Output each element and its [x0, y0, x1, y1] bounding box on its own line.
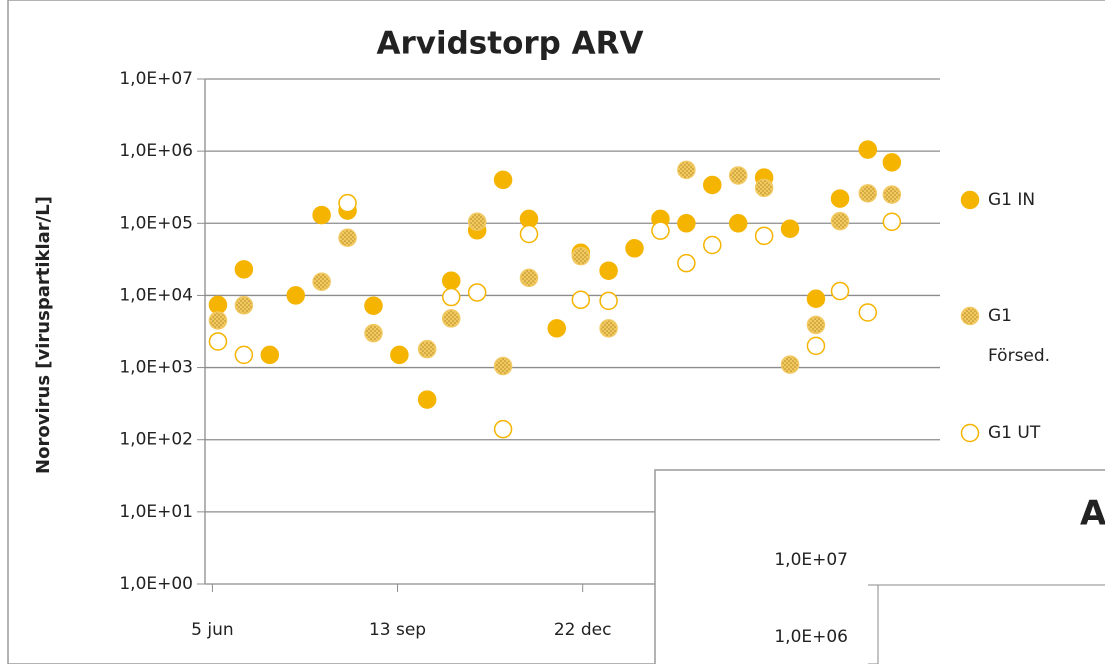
y-axis-label: Norovirus [viruspartiklar/L] — [33, 196, 54, 474]
point — [390, 345, 409, 365]
point — [728, 166, 748, 185]
legend-marker — [960, 423, 980, 443]
point — [806, 315, 826, 335]
point — [882, 153, 902, 172]
overlay-tick-label: 1,0E+07 — [774, 550, 848, 570]
point — [677, 160, 696, 180]
point — [338, 193, 357, 213]
point — [493, 419, 513, 439]
overlay-tick-label: 1,0E+06 — [774, 627, 848, 647]
point — [467, 212, 487, 232]
plot-area: 1,0E+00 1,0E+01 1,0E+02 1,0E+03 1,0E+04 1,0E+… — [119, 69, 940, 640]
point — [338, 228, 357, 248]
point — [208, 311, 228, 330]
overlay-frame — [654, 469, 1105, 664]
point — [312, 205, 331, 225]
point — [571, 246, 591, 266]
point — [858, 140, 878, 159]
point — [806, 289, 826, 308]
point — [806, 336, 826, 356]
point — [234, 260, 254, 279]
legend-label: G1 Försed. — [988, 306, 1051, 366]
point — [417, 390, 437, 409]
point — [417, 339, 437, 359]
point — [754, 226, 774, 246]
point — [571, 290, 591, 310]
point — [677, 253, 696, 273]
point — [234, 296, 254, 315]
point — [234, 345, 254, 365]
y-tick-label: 1,0E+02 — [119, 430, 193, 450]
point — [677, 214, 696, 233]
point — [493, 170, 513, 190]
point — [467, 283, 487, 302]
point — [625, 239, 644, 258]
point — [882, 212, 902, 232]
point — [830, 211, 850, 231]
y-tick-label: 1,0E+00 — [119, 574, 193, 594]
point — [703, 175, 722, 195]
point — [208, 295, 228, 315]
overlay-title: A — [1080, 494, 1105, 534]
x-tick-label: 5 jun — [191, 620, 234, 640]
chart-title: Arvidstorp ARV — [377, 26, 644, 62]
point — [599, 319, 618, 338]
point — [858, 303, 878, 322]
point — [728, 214, 748, 233]
point — [441, 287, 461, 307]
point — [286, 286, 305, 305]
point — [364, 323, 383, 343]
legend-marker — [960, 190, 980, 210]
point — [830, 281, 850, 301]
point — [830, 189, 850, 208]
legend-label: G1 UT — [988, 423, 1041, 443]
point — [703, 235, 722, 255]
point — [599, 291, 618, 311]
y-tick-label: 1,0E+04 — [119, 285, 193, 305]
legend-marker — [960, 306, 980, 326]
y-tick-label: 1,0E+07 — [119, 69, 193, 89]
y-tick-label: 1,0E+01 — [119, 502, 193, 522]
point — [260, 345, 280, 365]
point — [547, 319, 567, 338]
x-tick-label: 13 sep — [369, 620, 426, 640]
point — [364, 296, 383, 315]
point — [519, 224, 539, 244]
point — [441, 309, 461, 328]
overlay-chart: A 1,0E+07 1,0E+06 — [654, 469, 1105, 664]
point — [599, 261, 618, 280]
y-tick-label: 1,0E+06 — [119, 141, 193, 161]
point — [651, 221, 670, 240]
point — [519, 268, 539, 288]
y-tick-label: 1,0E+05 — [119, 213, 193, 233]
point — [754, 178, 774, 198]
y-tick-label: 1,0E+03 — [119, 358, 193, 378]
point — [208, 332, 228, 351]
point — [858, 184, 878, 203]
legend-label: G1 IN — [988, 190, 1036, 210]
point — [441, 271, 461, 290]
point — [312, 272, 331, 291]
point — [493, 356, 513, 376]
x-tick-label: 22 dec — [554, 620, 612, 640]
point — [882, 185, 902, 204]
point — [780, 355, 800, 374]
point — [780, 219, 800, 238]
